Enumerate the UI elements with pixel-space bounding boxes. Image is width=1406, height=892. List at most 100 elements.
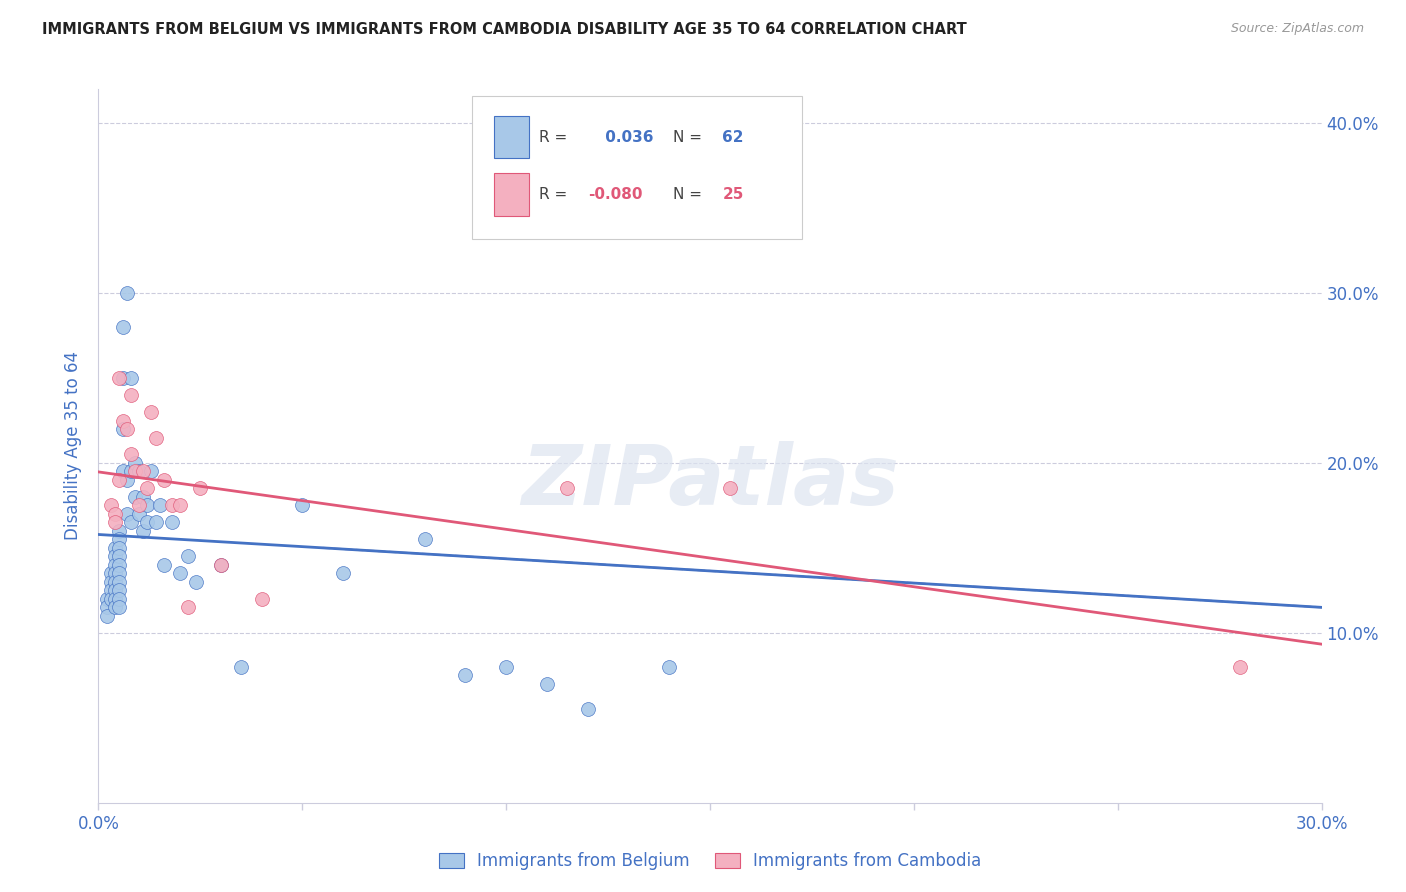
Point	[100, 591, 122, 606]
Text: 25: 25	[723, 187, 744, 202]
Point	[115, 286, 138, 301]
Point	[454, 668, 477, 682]
Point	[136, 499, 159, 513]
Point	[152, 558, 174, 572]
Point	[96, 600, 118, 615]
Text: -0.080: -0.080	[588, 187, 643, 202]
Point	[658, 660, 681, 674]
Point	[250, 591, 273, 606]
Point	[557, 482, 579, 496]
Point	[104, 583, 127, 598]
Point	[100, 566, 122, 581]
Text: 0.036: 0.036	[600, 130, 654, 145]
Point	[108, 371, 131, 385]
Point	[160, 499, 183, 513]
Point	[100, 574, 122, 589]
Point	[145, 516, 167, 530]
Point	[124, 490, 146, 504]
Text: N =: N =	[673, 130, 707, 145]
Point	[209, 558, 232, 572]
Point	[108, 558, 131, 572]
Point	[177, 549, 200, 564]
Point	[120, 516, 142, 530]
Point	[111, 413, 134, 427]
Point	[128, 499, 150, 513]
Point	[104, 558, 127, 572]
Point	[186, 574, 208, 589]
Point	[495, 660, 517, 674]
Point	[188, 482, 212, 496]
Point	[145, 430, 167, 444]
Text: R =: R =	[538, 130, 572, 145]
Point	[108, 591, 131, 606]
Point	[100, 499, 122, 513]
Point	[108, 524, 131, 538]
Point	[120, 465, 142, 479]
Point	[108, 473, 131, 487]
Point	[108, 541, 131, 555]
Point	[104, 541, 127, 555]
Point	[96, 591, 118, 606]
Point	[104, 549, 127, 564]
Point	[108, 566, 131, 581]
Text: Source: ZipAtlas.com: Source: ZipAtlas.com	[1230, 22, 1364, 36]
Point	[108, 533, 131, 547]
Point	[104, 600, 127, 615]
Point	[136, 482, 159, 496]
Point	[720, 482, 742, 496]
Point	[111, 371, 134, 385]
Point	[115, 473, 138, 487]
Point	[152, 473, 174, 487]
Point	[111, 422, 134, 436]
Point	[124, 456, 146, 470]
Point	[740, 167, 762, 181]
Point	[100, 583, 122, 598]
Point	[413, 533, 436, 547]
Text: IMMIGRANTS FROM BELGIUM VS IMMIGRANTS FROM CAMBODIA DISABILITY AGE 35 TO 64 CORR: IMMIGRANTS FROM BELGIUM VS IMMIGRANTS FR…	[42, 22, 967, 37]
Point	[136, 516, 159, 530]
Point	[108, 583, 131, 598]
Point	[108, 600, 131, 615]
Y-axis label: Disability Age 35 to 64: Disability Age 35 to 64	[65, 351, 83, 541]
Point	[132, 465, 155, 479]
Point	[209, 558, 232, 572]
FancyBboxPatch shape	[494, 116, 529, 159]
Point	[104, 574, 127, 589]
Point	[231, 660, 253, 674]
Point	[120, 388, 142, 402]
Point	[169, 499, 191, 513]
Point	[96, 608, 118, 623]
Point	[111, 320, 134, 334]
Point	[115, 422, 138, 436]
Point	[141, 465, 163, 479]
Point	[120, 371, 142, 385]
Point	[104, 591, 127, 606]
Point	[128, 465, 150, 479]
Point	[291, 499, 314, 513]
Point	[1229, 660, 1251, 674]
Point	[104, 516, 127, 530]
Point	[141, 405, 163, 419]
Point	[108, 574, 131, 589]
Point	[115, 507, 138, 521]
Point	[177, 600, 200, 615]
Point	[169, 566, 191, 581]
Point	[120, 448, 142, 462]
Point	[132, 524, 155, 538]
Point	[128, 507, 150, 521]
Point	[108, 549, 131, 564]
Point	[576, 702, 599, 716]
Point	[536, 677, 558, 691]
Legend: Immigrants from Belgium, Immigrants from Cambodia: Immigrants from Belgium, Immigrants from…	[432, 846, 988, 877]
Point	[124, 465, 146, 479]
Point	[111, 465, 134, 479]
Point	[332, 566, 354, 581]
Point	[132, 490, 155, 504]
Point	[104, 507, 127, 521]
Text: 62: 62	[723, 130, 744, 145]
Text: R =: R =	[538, 187, 572, 202]
Text: N =: N =	[673, 187, 707, 202]
Text: ZIPatlas: ZIPatlas	[522, 442, 898, 522]
FancyBboxPatch shape	[494, 173, 529, 216]
Point	[149, 499, 172, 513]
